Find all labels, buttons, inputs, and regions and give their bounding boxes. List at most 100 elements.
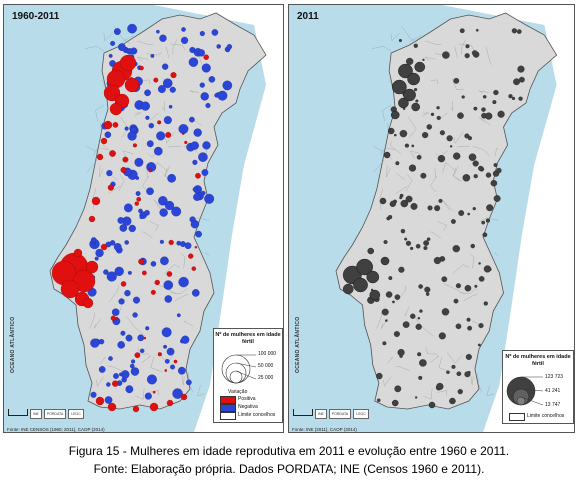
population-circle [473,174,478,179]
population-circle [420,172,427,179]
negative-circle [156,29,160,34]
population-circle [464,284,472,292]
population-circle [413,43,418,48]
population-circle [478,323,484,329]
population-circle [418,375,423,380]
population-circle [478,276,485,282]
population-circle [398,97,409,109]
scale-bar [8,409,28,416]
negative-circle [200,92,209,101]
negative-circle [132,312,138,318]
municipality-border [478,90,489,93]
population-circle [426,237,431,241]
municipality-border [371,46,392,52]
negative-circle [126,48,133,55]
negative-circle [180,36,189,45]
municipality-border [494,252,499,257]
figure-source: Fonte: Elaboração própria. Dados PORDATA… [93,462,485,476]
municipality-border [486,46,492,65]
positive-circle [85,260,99,274]
negative-circle [114,266,124,276]
population-circle [478,262,481,265]
negative-circle [135,176,140,180]
municipality-border [381,318,388,329]
population-circle [446,370,450,374]
positive-circle [150,289,156,295]
ocean-label: OCEANO ATLÂNTICO [295,316,301,373]
negative-circle [129,363,135,369]
population-circle [385,319,388,322]
positive-circle [119,54,137,72]
population-circle [497,110,505,118]
negative-circle [178,276,189,288]
negative-circle [134,157,144,167]
negative-circle [198,152,208,162]
population-circle [464,133,470,139]
population-circle [413,88,418,92]
municipality-border [168,146,181,148]
population-circle [392,300,395,304]
population-circle [388,276,393,280]
municipality-border [434,168,437,179]
population-circle [481,220,486,225]
population-circle [417,316,421,320]
negative-circle [108,53,113,58]
municipality-border [479,117,491,126]
municipality-border [180,253,186,269]
negative-circle [208,76,216,83]
population-circle [407,72,420,86]
population-circle [383,151,391,159]
municipality-border [118,174,125,192]
negative-circle [181,335,190,344]
spain-land [442,5,574,432]
municipality-border [142,79,150,85]
negative-circle [217,90,228,101]
negative-circle [204,193,215,204]
municipality-border [100,122,102,135]
negative-circle [205,102,211,109]
population-circle [490,179,498,187]
negative-circle [120,370,130,379]
population-circle [485,172,492,178]
municipality-border [452,264,469,274]
municipality-border [183,320,194,327]
negative-circle [117,217,125,224]
municipality-border [450,100,454,111]
population-circle [381,308,389,316]
legc-logo: LEGC [68,409,84,419]
population-circle [493,163,498,168]
population-circle [518,76,525,83]
positive-circle [148,168,153,173]
negative-circle [124,240,129,245]
negative-circle [111,308,120,316]
population-circle [376,398,381,403]
positive-circle [103,120,113,130]
municipality-border [429,355,440,363]
map-base [4,5,283,432]
population-circle [467,212,471,216]
negative-circle [199,82,205,88]
population-circle [465,44,470,49]
population-circle [471,50,478,56]
municipality-border [425,40,442,45]
negative-circle [135,191,141,196]
panel-title: 1960-2011 [12,11,60,22]
positive-circle [157,352,162,357]
population-circle [441,276,448,283]
population-circle [398,266,405,273]
population-circle [446,135,453,142]
population-circle [456,371,462,377]
municipality-border [142,176,149,193]
positive-circle [100,137,108,145]
negative-circle [108,356,113,361]
negative-circle [98,366,106,373]
negative-circle [124,289,131,297]
legend-size-2: 41 241 [545,388,561,394]
negative-circle [148,122,154,129]
negative-circle [163,344,168,349]
population-circle [486,204,494,212]
negative-circle [90,237,97,243]
negative-circle [95,248,104,258]
municipality-border [404,306,410,317]
population-circle [464,371,471,378]
